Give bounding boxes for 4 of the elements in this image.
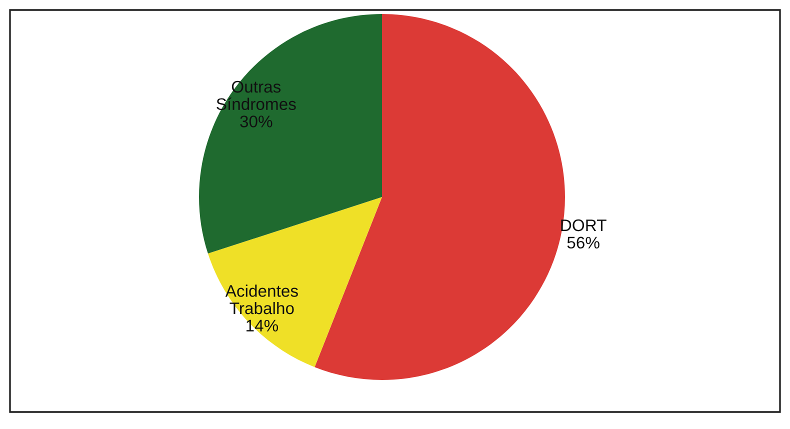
pie-slice	[208, 197, 382, 368]
data-label: 30%	[240, 116, 272, 128]
pie-slice	[199, 14, 382, 254]
data-label: 56%	[567, 236, 600, 249]
